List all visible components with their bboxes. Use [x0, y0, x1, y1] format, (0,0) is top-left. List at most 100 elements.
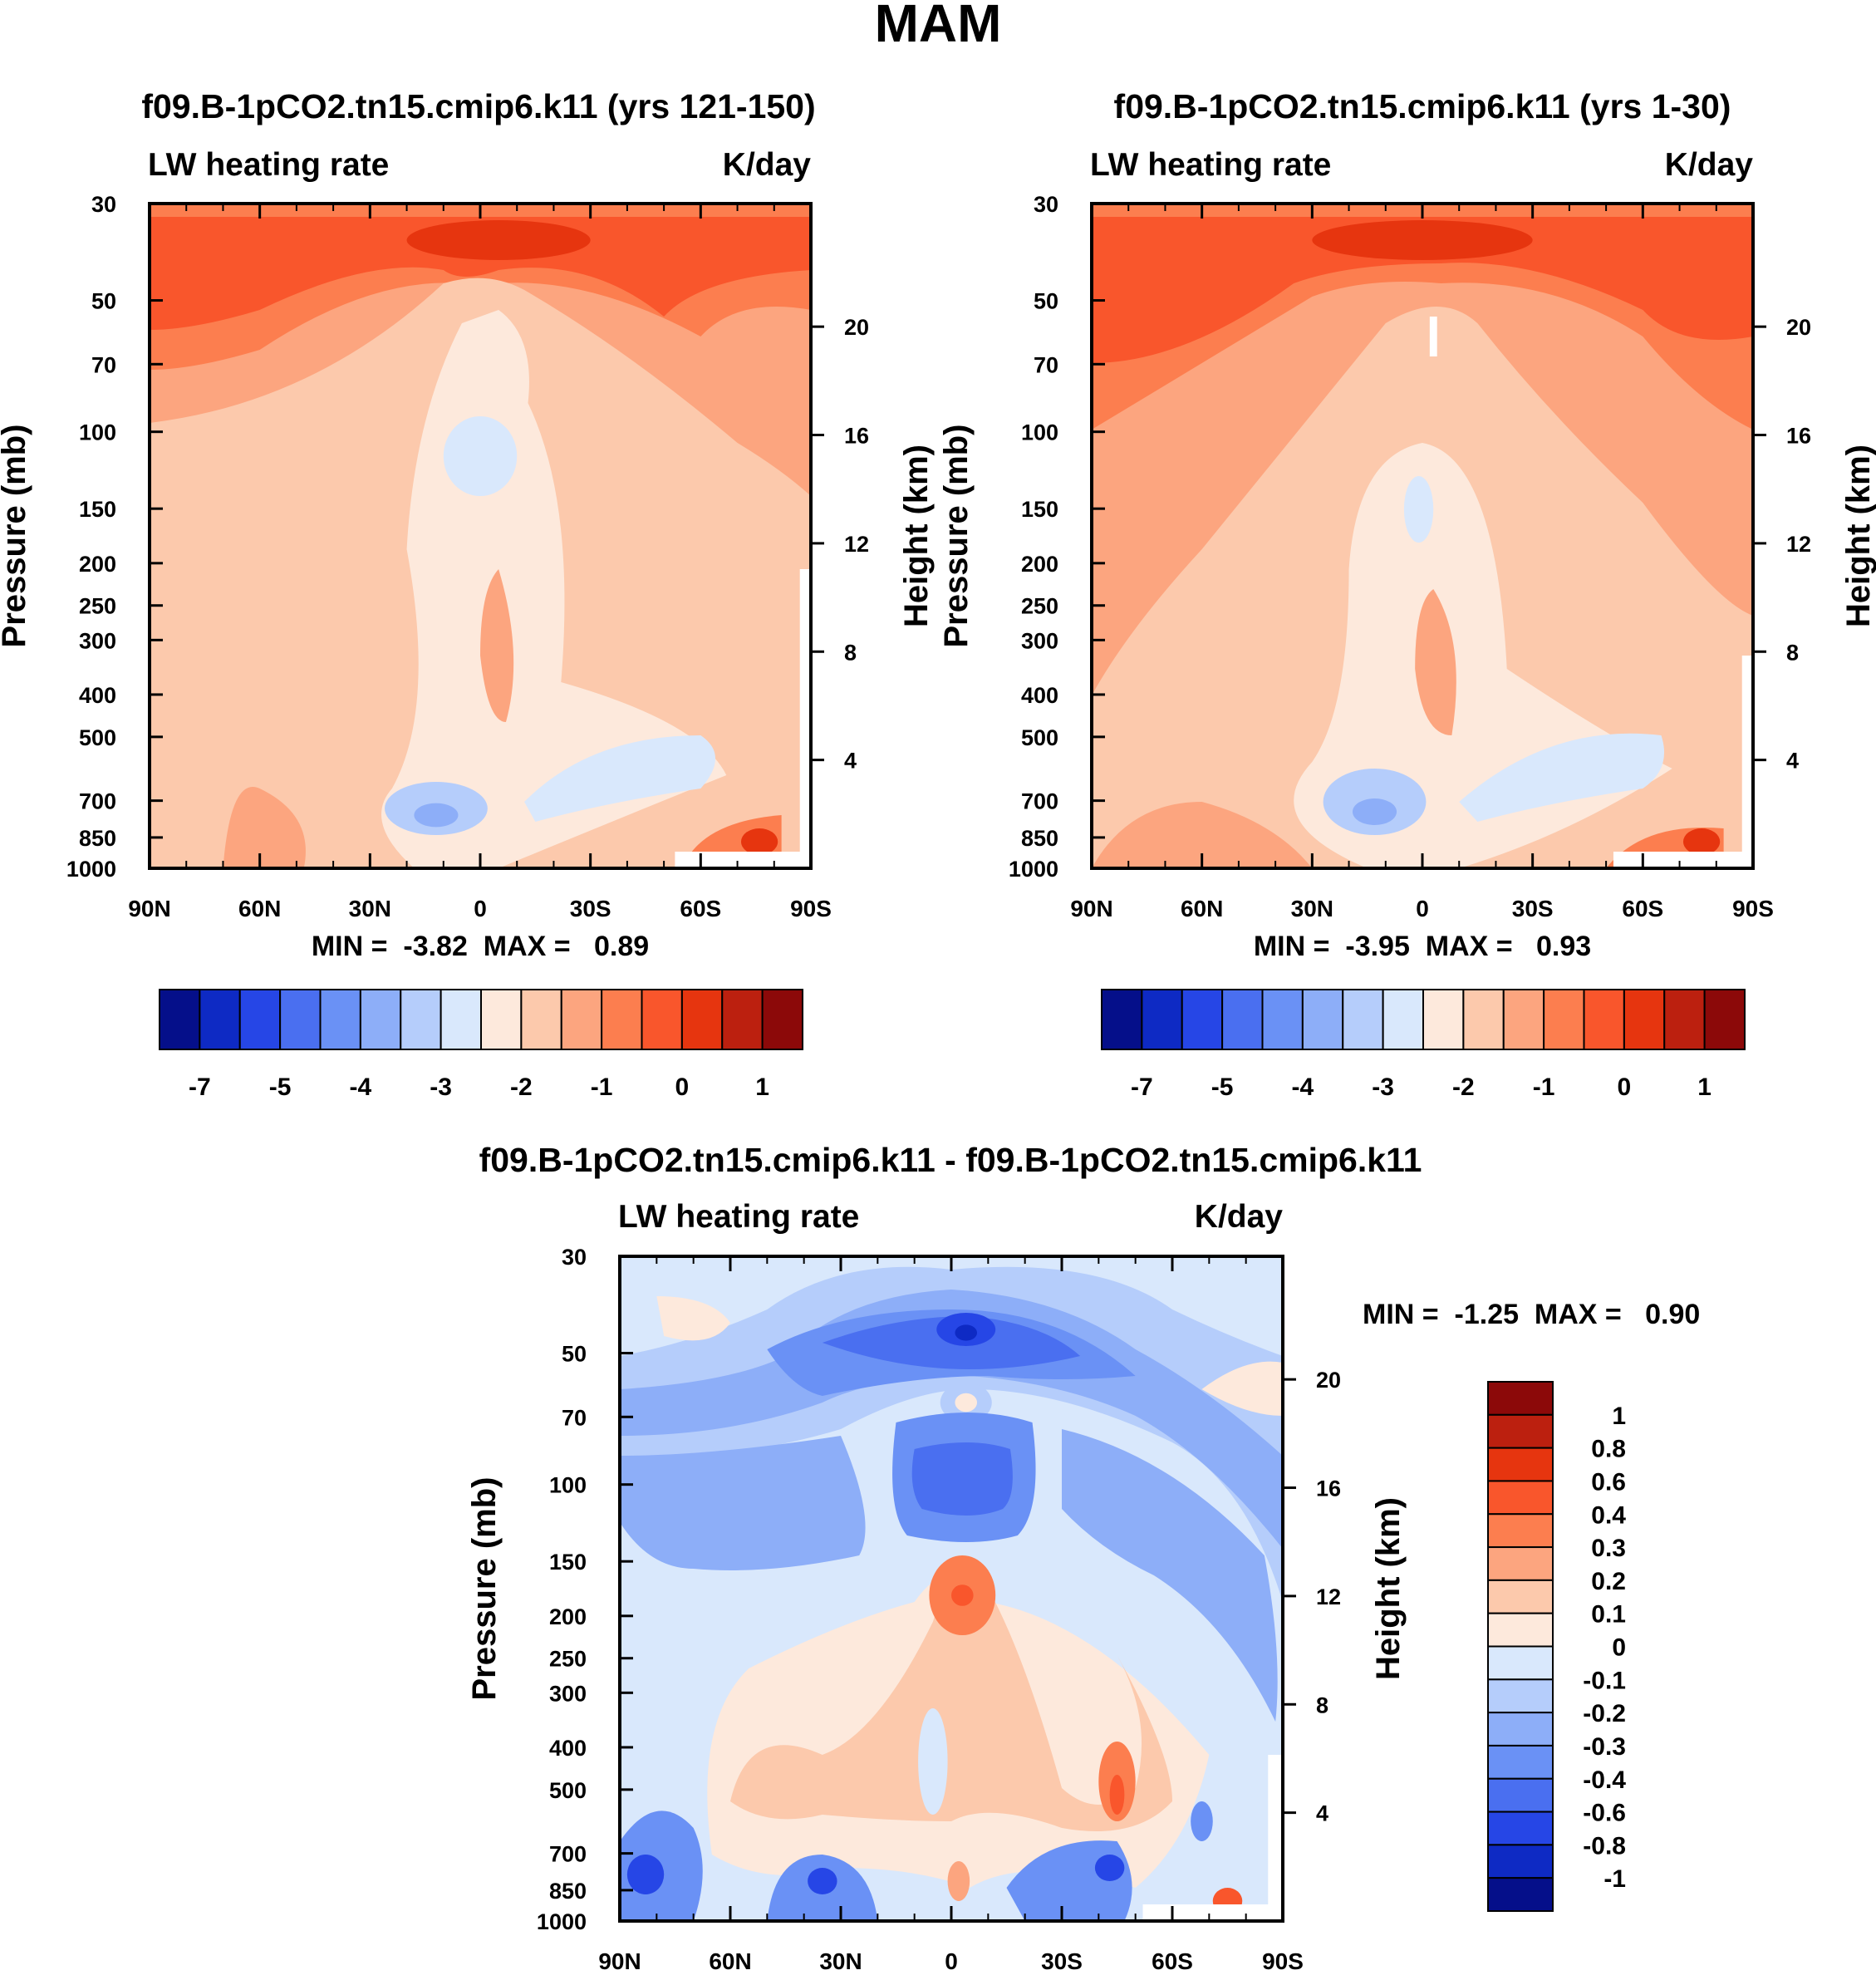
x-tick-label: 60N [709, 1948, 751, 1974]
colorbar-label: 0 [675, 1074, 690, 1101]
colorbar-label: 0 [1618, 1074, 1632, 1101]
y-tick-label: 150 [79, 497, 116, 522]
colorbar-box [1487, 1513, 1554, 1549]
y-tick-label: 100 [549, 1473, 587, 1498]
colorbar-box [1382, 989, 1424, 1050]
x-tick-label: 60S [680, 896, 721, 921]
colorbar-box [641, 989, 683, 1050]
colorbar-label: -1 [591, 1074, 613, 1101]
y-tick-label: 500 [79, 725, 116, 750]
panel-a-subtitle: f09.B-1pCO2.tn15.cmip6.k11 (yrs 121-150) [141, 87, 815, 125]
colorbar-box [238, 989, 282, 1050]
y-tick-label: 150 [549, 1550, 587, 1575]
x-tick-label: 30S [1041, 1948, 1083, 1974]
colorbar-label: -0.8 [1583, 1832, 1626, 1860]
colorbar-box [1623, 989, 1666, 1050]
colorbar-box [1141, 989, 1183, 1050]
height-tick-label: 4 [844, 749, 857, 774]
panel-b-upper-cool [1403, 476, 1434, 543]
panel-diff-axes: 90N 60N 30N 0 30S 60S 90S 30 50 70 100 150 200 250 300… [466, 1245, 1407, 1974]
panel-b-subtitle: f09.B-1pCO2.tn15.cmip6.k11 (yrs 1-30) [1114, 87, 1731, 125]
panel-a-max-heating [406, 220, 591, 260]
panel-b-strat-core [1092, 217, 1753, 363]
panel-diff-upper-notch-core [955, 1393, 978, 1413]
colorbar-box [440, 989, 482, 1050]
y-tick-label: 1000 [537, 1909, 587, 1934]
colorbar-label: -0.2 [1583, 1700, 1626, 1727]
panel-a-left-string: LW heating rate [148, 147, 389, 183]
panel-a-upper-cool [443, 416, 518, 496]
y-tick-label: 70 [562, 1405, 587, 1430]
y-tick-label: 200 [79, 552, 116, 577]
y-axis-title: Pressure (mb) [466, 1477, 503, 1701]
colorbar-label: -4 [1292, 1074, 1314, 1101]
x-tick-label: 60S [1152, 1948, 1193, 1974]
x-tick-label: 60S [1622, 896, 1663, 921]
colorbar-box [319, 989, 361, 1050]
panel-diff-east-flank [1062, 1429, 1278, 1722]
colorbar-label: -0.1 [1583, 1667, 1626, 1694]
panel-b-equatorial-warm [1415, 589, 1456, 735]
panel-b-contour-field [1092, 204, 1753, 868]
y-tick-label: 400 [79, 683, 116, 708]
colorbar-box [1487, 1546, 1554, 1581]
height-tick-label: 20 [1316, 1368, 1341, 1393]
height-tick-label: 20 [1786, 315, 1811, 340]
colorbar-label: -3 [430, 1074, 452, 1101]
height-tick-label: 12 [844, 532, 869, 557]
colorbar-label: -5 [1211, 1074, 1234, 1101]
colorbar-box [1261, 989, 1304, 1050]
y-tick-label: 30 [91, 192, 116, 217]
y-tick-label: 250 [79, 594, 116, 619]
x-tick-label: 30N [349, 896, 391, 921]
colorbar-box [1487, 1712, 1554, 1747]
y-axis-title-right: Height (km) [1370, 1497, 1407, 1680]
y-tick-label: 30 [562, 1245, 587, 1270]
colorbar-box [159, 989, 201, 1050]
colorbar-box [1462, 989, 1505, 1050]
panel-a-lower-cool-north-core [414, 803, 459, 828]
colorbar-label: 0.3 [1591, 1535, 1626, 1562]
colorbar-label: 1 [755, 1074, 769, 1101]
panel-a-missing-antarctic [799, 569, 811, 868]
height-tick-label: 8 [1786, 640, 1799, 665]
colorbar-box [1487, 1777, 1554, 1813]
x-tick-label: 90N [1070, 896, 1112, 921]
colorbar-box [1221, 989, 1264, 1050]
y-tick-label: 1000 [1009, 857, 1058, 882]
panel-b-right-string: K/day [1665, 147, 1754, 183]
height-tick-label: 4 [1786, 749, 1799, 774]
height-tick-label: 8 [1316, 1693, 1328, 1717]
y-tick-label: 300 [79, 628, 116, 653]
y-tick-label: 70 [91, 352, 116, 377]
panel-b-axes: 90N 60N 30N 0 30S 60S 90S 30 50 70 100 150 200 250 300… [938, 192, 1876, 921]
panel-b-boundary-warm-north [1092, 802, 1313, 868]
panel-diff-mid-column-core [911, 1442, 1013, 1516]
colorbar-box [680, 989, 724, 1050]
colorbar-label: -1 [1533, 1074, 1555, 1101]
y-tick-label: 400 [1021, 683, 1058, 708]
y-axis-title-right: Height (km) [1840, 445, 1876, 627]
y-tick-label: 50 [562, 1342, 587, 1367]
panel-diff-boundary-warm-equator [947, 1861, 970, 1901]
colorbar-box [1663, 989, 1706, 1050]
colorbar-box [279, 989, 322, 1050]
panel-diff: f09.B-1pCO2.tn15.cmip6.k11 - f09.B-1pCO2… [466, 1141, 1700, 1974]
panel-diff-missing-surface [1142, 1904, 1283, 1921]
panel-b-left-string: LW heating rate [1090, 147, 1331, 183]
colorbar-box [560, 989, 603, 1050]
panel-diff-subtitle: f09.B-1pCO2.tn15.cmip6.k11 - f09.B-1pCO2… [479, 1141, 1422, 1179]
y-tick-label: 850 [79, 826, 116, 851]
x-tick-label: 60N [1181, 896, 1223, 921]
y-tick-label: 1000 [66, 857, 116, 882]
colorbar-box [1487, 1877, 1554, 1912]
colorbar-label: 0.1 [1591, 1601, 1626, 1629]
y-tick-label: 50 [91, 289, 116, 314]
panel-b-lower-cool-south [1459, 733, 1665, 822]
figure-title: MAM [875, 0, 1002, 53]
x-tick-label: 0 [1416, 896, 1429, 921]
colorbar-box [1487, 1579, 1554, 1614]
colorbar-label: -7 [189, 1074, 211, 1101]
y-tick-label: 700 [1021, 789, 1058, 814]
colorbar-label: -2 [510, 1074, 533, 1101]
